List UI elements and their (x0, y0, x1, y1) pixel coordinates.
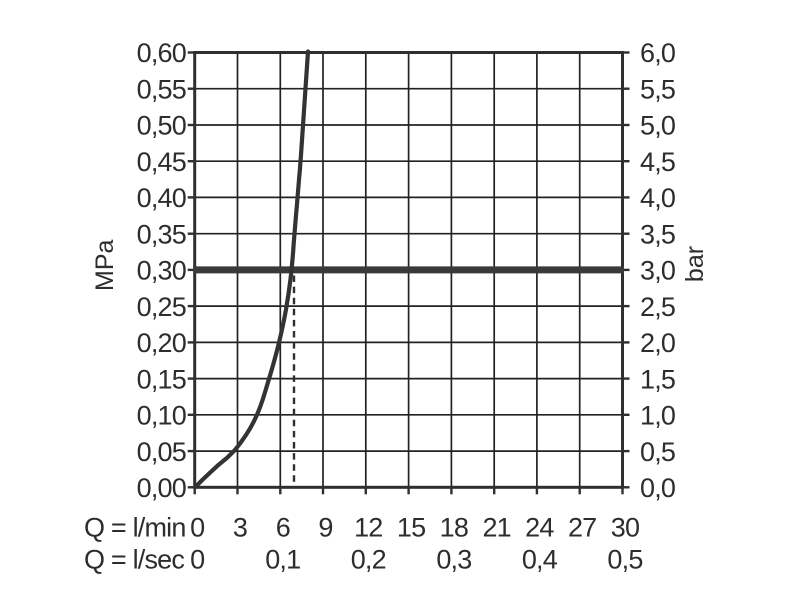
svg-text:0,60: 0,60 (137, 38, 186, 68)
svg-text:0,1: 0,1 (265, 545, 300, 575)
svg-text:bar: bar (681, 246, 709, 282)
svg-text:0: 0 (190, 513, 204, 543)
svg-text:5,5: 5,5 (640, 74, 675, 104)
svg-text:21: 21 (482, 513, 510, 543)
svg-text:0,2: 0,2 (351, 545, 386, 575)
svg-text:2,5: 2,5 (640, 292, 675, 322)
svg-text:0,4: 0,4 (522, 545, 558, 575)
svg-text:0,50: 0,50 (137, 111, 186, 141)
svg-text:1,5: 1,5 (640, 364, 675, 394)
svg-text:5,0: 5,0 (640, 111, 675, 141)
svg-text:27: 27 (568, 513, 596, 543)
svg-text:0,25: 0,25 (137, 292, 186, 322)
svg-text:0,45: 0,45 (137, 147, 186, 177)
svg-text:30: 30 (611, 513, 639, 543)
svg-text:0,5: 0,5 (640, 437, 675, 467)
svg-text:3: 3 (233, 513, 247, 543)
svg-text:4,0: 4,0 (640, 183, 675, 213)
svg-text:1,0: 1,0 (640, 401, 675, 431)
svg-text:0,40: 0,40 (137, 183, 186, 213)
svg-text:2,0: 2,0 (640, 328, 675, 358)
svg-text:15: 15 (397, 513, 425, 543)
svg-text:18: 18 (440, 513, 468, 543)
svg-text:0,00: 0,00 (137, 473, 186, 503)
svg-text:0,20: 0,20 (137, 328, 186, 358)
svg-text:4,5: 4,5 (640, 147, 675, 177)
svg-text:0,0: 0,0 (640, 473, 675, 503)
svg-text:0: 0 (190, 545, 204, 575)
svg-text:6: 6 (276, 513, 290, 543)
svg-text:0,5: 0,5 (607, 545, 642, 575)
svg-text:0,30: 0,30 (137, 256, 186, 286)
svg-text:0,55: 0,55 (137, 74, 186, 104)
svg-text:3,5: 3,5 (640, 219, 675, 249)
svg-text:MPa: MPa (91, 240, 119, 292)
svg-text:0,3: 0,3 (436, 545, 471, 575)
svg-text:12: 12 (354, 513, 382, 543)
svg-text:24: 24 (525, 513, 554, 543)
svg-text:3,0: 3,0 (640, 256, 675, 286)
svg-text:6,0: 6,0 (640, 38, 675, 68)
svg-text:0,15: 0,15 (137, 364, 186, 394)
svg-text:0,35: 0,35 (137, 219, 186, 249)
svg-text:0,10: 0,10 (137, 401, 186, 431)
svg-text:Q = l/min: Q = l/min (84, 513, 186, 543)
svg-text:Q = l/sec: Q = l/sec (84, 545, 184, 575)
svg-text:0,05: 0,05 (137, 437, 186, 467)
svg-text:9: 9 (318, 513, 332, 543)
